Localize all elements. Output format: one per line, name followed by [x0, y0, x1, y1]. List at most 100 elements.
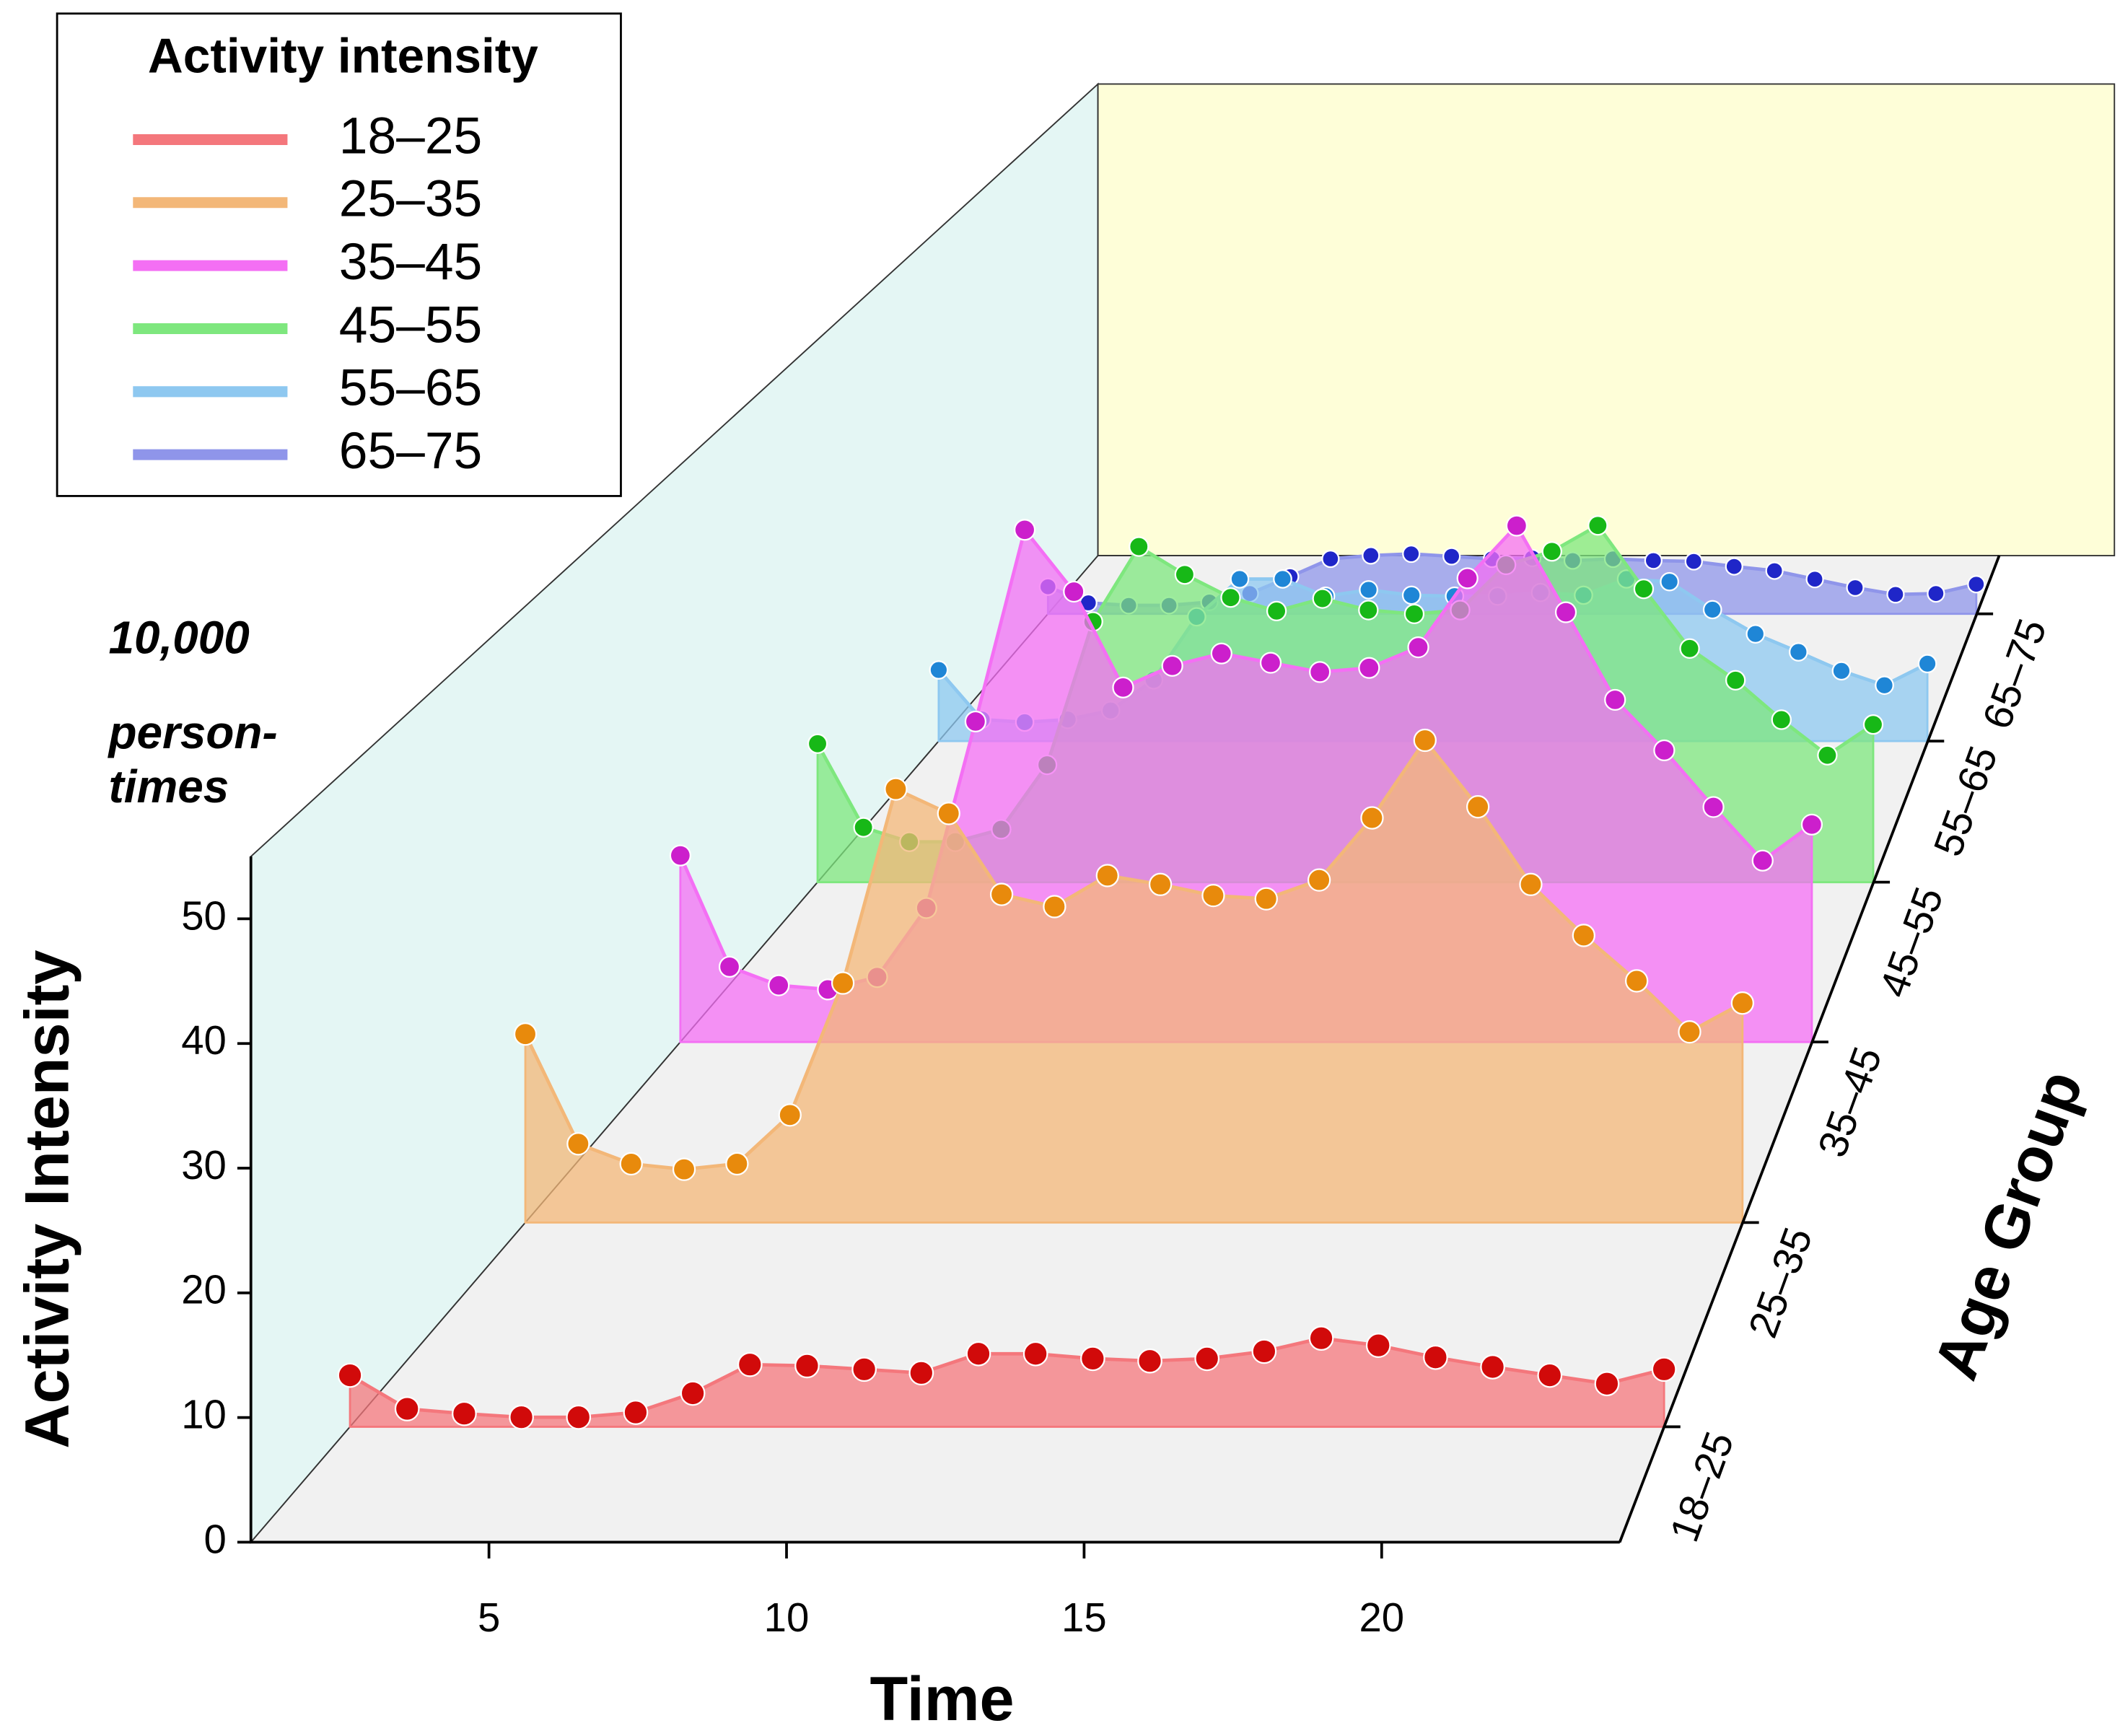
data-point	[509, 1404, 534, 1430]
data-point	[1725, 557, 1743, 576]
data-point	[1161, 654, 1183, 677]
data-point	[1746, 624, 1766, 644]
data-point	[1875, 675, 1894, 696]
data-point	[1358, 600, 1379, 621]
data-point	[1653, 739, 1676, 762]
y-tick-label: 20	[181, 1267, 227, 1312]
data-point	[623, 1400, 649, 1425]
data-point	[851, 1356, 877, 1382]
data-point	[1831, 661, 1852, 681]
legend-title: Activity intensity	[148, 30, 538, 84]
data-point	[1846, 578, 1865, 597]
data-point	[1541, 541, 1562, 562]
z-tick-label: 65–75	[1974, 613, 2055, 735]
data-point	[1789, 642, 1808, 662]
data-point	[1174, 564, 1196, 585]
data-point	[1519, 872, 1543, 896]
data-point	[1403, 603, 1425, 625]
z-tick-label: 25–35	[1740, 1222, 1821, 1343]
data-point	[1604, 688, 1626, 711]
data-point	[778, 1103, 802, 1127]
data-point	[619, 1152, 643, 1176]
data-point	[1359, 580, 1378, 600]
unit-note: person-	[107, 706, 277, 758]
data-point	[794, 1353, 820, 1379]
data-point	[1633, 579, 1655, 600]
y-tick-label: 0	[204, 1516, 227, 1561]
data-point	[1309, 661, 1331, 683]
data-point	[1321, 549, 1340, 569]
back-wall	[1097, 83, 2116, 557]
data-point	[718, 955, 741, 978]
data-point	[1651, 1356, 1677, 1382]
data-point	[1572, 924, 1595, 947]
data-point	[337, 1362, 363, 1388]
data-point	[853, 817, 874, 838]
data-point	[1308, 1325, 1334, 1351]
z-tick-label: 35–45	[1809, 1041, 1891, 1163]
x-tick-label: 20	[1359, 1595, 1404, 1640]
data-point	[1967, 575, 1986, 594]
data-point	[1594, 1371, 1620, 1397]
data-point	[1800, 813, 1823, 836]
data-point	[1423, 1344, 1448, 1370]
data-point	[1442, 547, 1461, 566]
data-point	[1480, 1354, 1505, 1380]
z-tick-label: 55–65	[1924, 740, 2006, 862]
data-point	[1402, 544, 1421, 564]
data-point	[1273, 569, 1292, 589]
z-axis	[1618, 555, 2001, 1543]
data-point	[1365, 1333, 1391, 1358]
data-point	[807, 733, 828, 754]
data-point	[1266, 600, 1287, 622]
data-point	[964, 710, 987, 733]
y-tick-label: 40	[181, 1017, 227, 1063]
x-axis-title: Time	[870, 1665, 1015, 1734]
data-point	[725, 1152, 749, 1176]
y-axis-title: Activity Intensity	[12, 950, 82, 1449]
data-point	[1505, 514, 1528, 537]
data-point	[1554, 601, 1577, 623]
legend-label: 55–65	[339, 359, 482, 417]
data-point	[1730, 991, 1754, 1015]
data-point	[1805, 570, 1824, 589]
data-point	[1137, 1348, 1162, 1374]
data-point	[513, 1022, 538, 1046]
data-point	[1587, 515, 1608, 536]
series-row	[513, 728, 1754, 1224]
data-point	[1312, 588, 1333, 609]
data-point	[1358, 657, 1380, 679]
data-point	[1466, 795, 1490, 819]
data-point	[1771, 709, 1792, 730]
data-point	[1080, 1346, 1105, 1372]
x-tick-label: 15	[1061, 1595, 1107, 1640]
data-point	[452, 1400, 477, 1426]
z-tick-label: 18–25	[1661, 1426, 1743, 1548]
data-point	[1684, 552, 1703, 571]
data-point	[1220, 587, 1241, 608]
data-point	[1362, 546, 1380, 565]
data-point	[1407, 636, 1429, 659]
data-point	[1043, 895, 1066, 919]
data-point	[1413, 728, 1437, 753]
data-point	[1927, 584, 1945, 603]
legend-label: 18–25	[339, 107, 482, 165]
x-tick-label: 5	[478, 1595, 500, 1640]
data-point	[1063, 580, 1085, 603]
data-point	[394, 1396, 420, 1421]
data-point	[1765, 561, 1784, 580]
data-point	[1456, 567, 1479, 589]
data-point	[831, 971, 855, 995]
y-tick-label: 10	[181, 1391, 227, 1437]
data-point	[1660, 571, 1679, 592]
data-point	[1401, 585, 1422, 605]
data-point	[1644, 551, 1663, 570]
data-point	[1862, 714, 1884, 735]
data-point	[1307, 868, 1331, 892]
data-point	[566, 1132, 590, 1156]
data-point	[1679, 638, 1700, 659]
data-point	[1886, 585, 1905, 604]
data-point	[680, 1380, 706, 1406]
rows	[337, 514, 1986, 1430]
